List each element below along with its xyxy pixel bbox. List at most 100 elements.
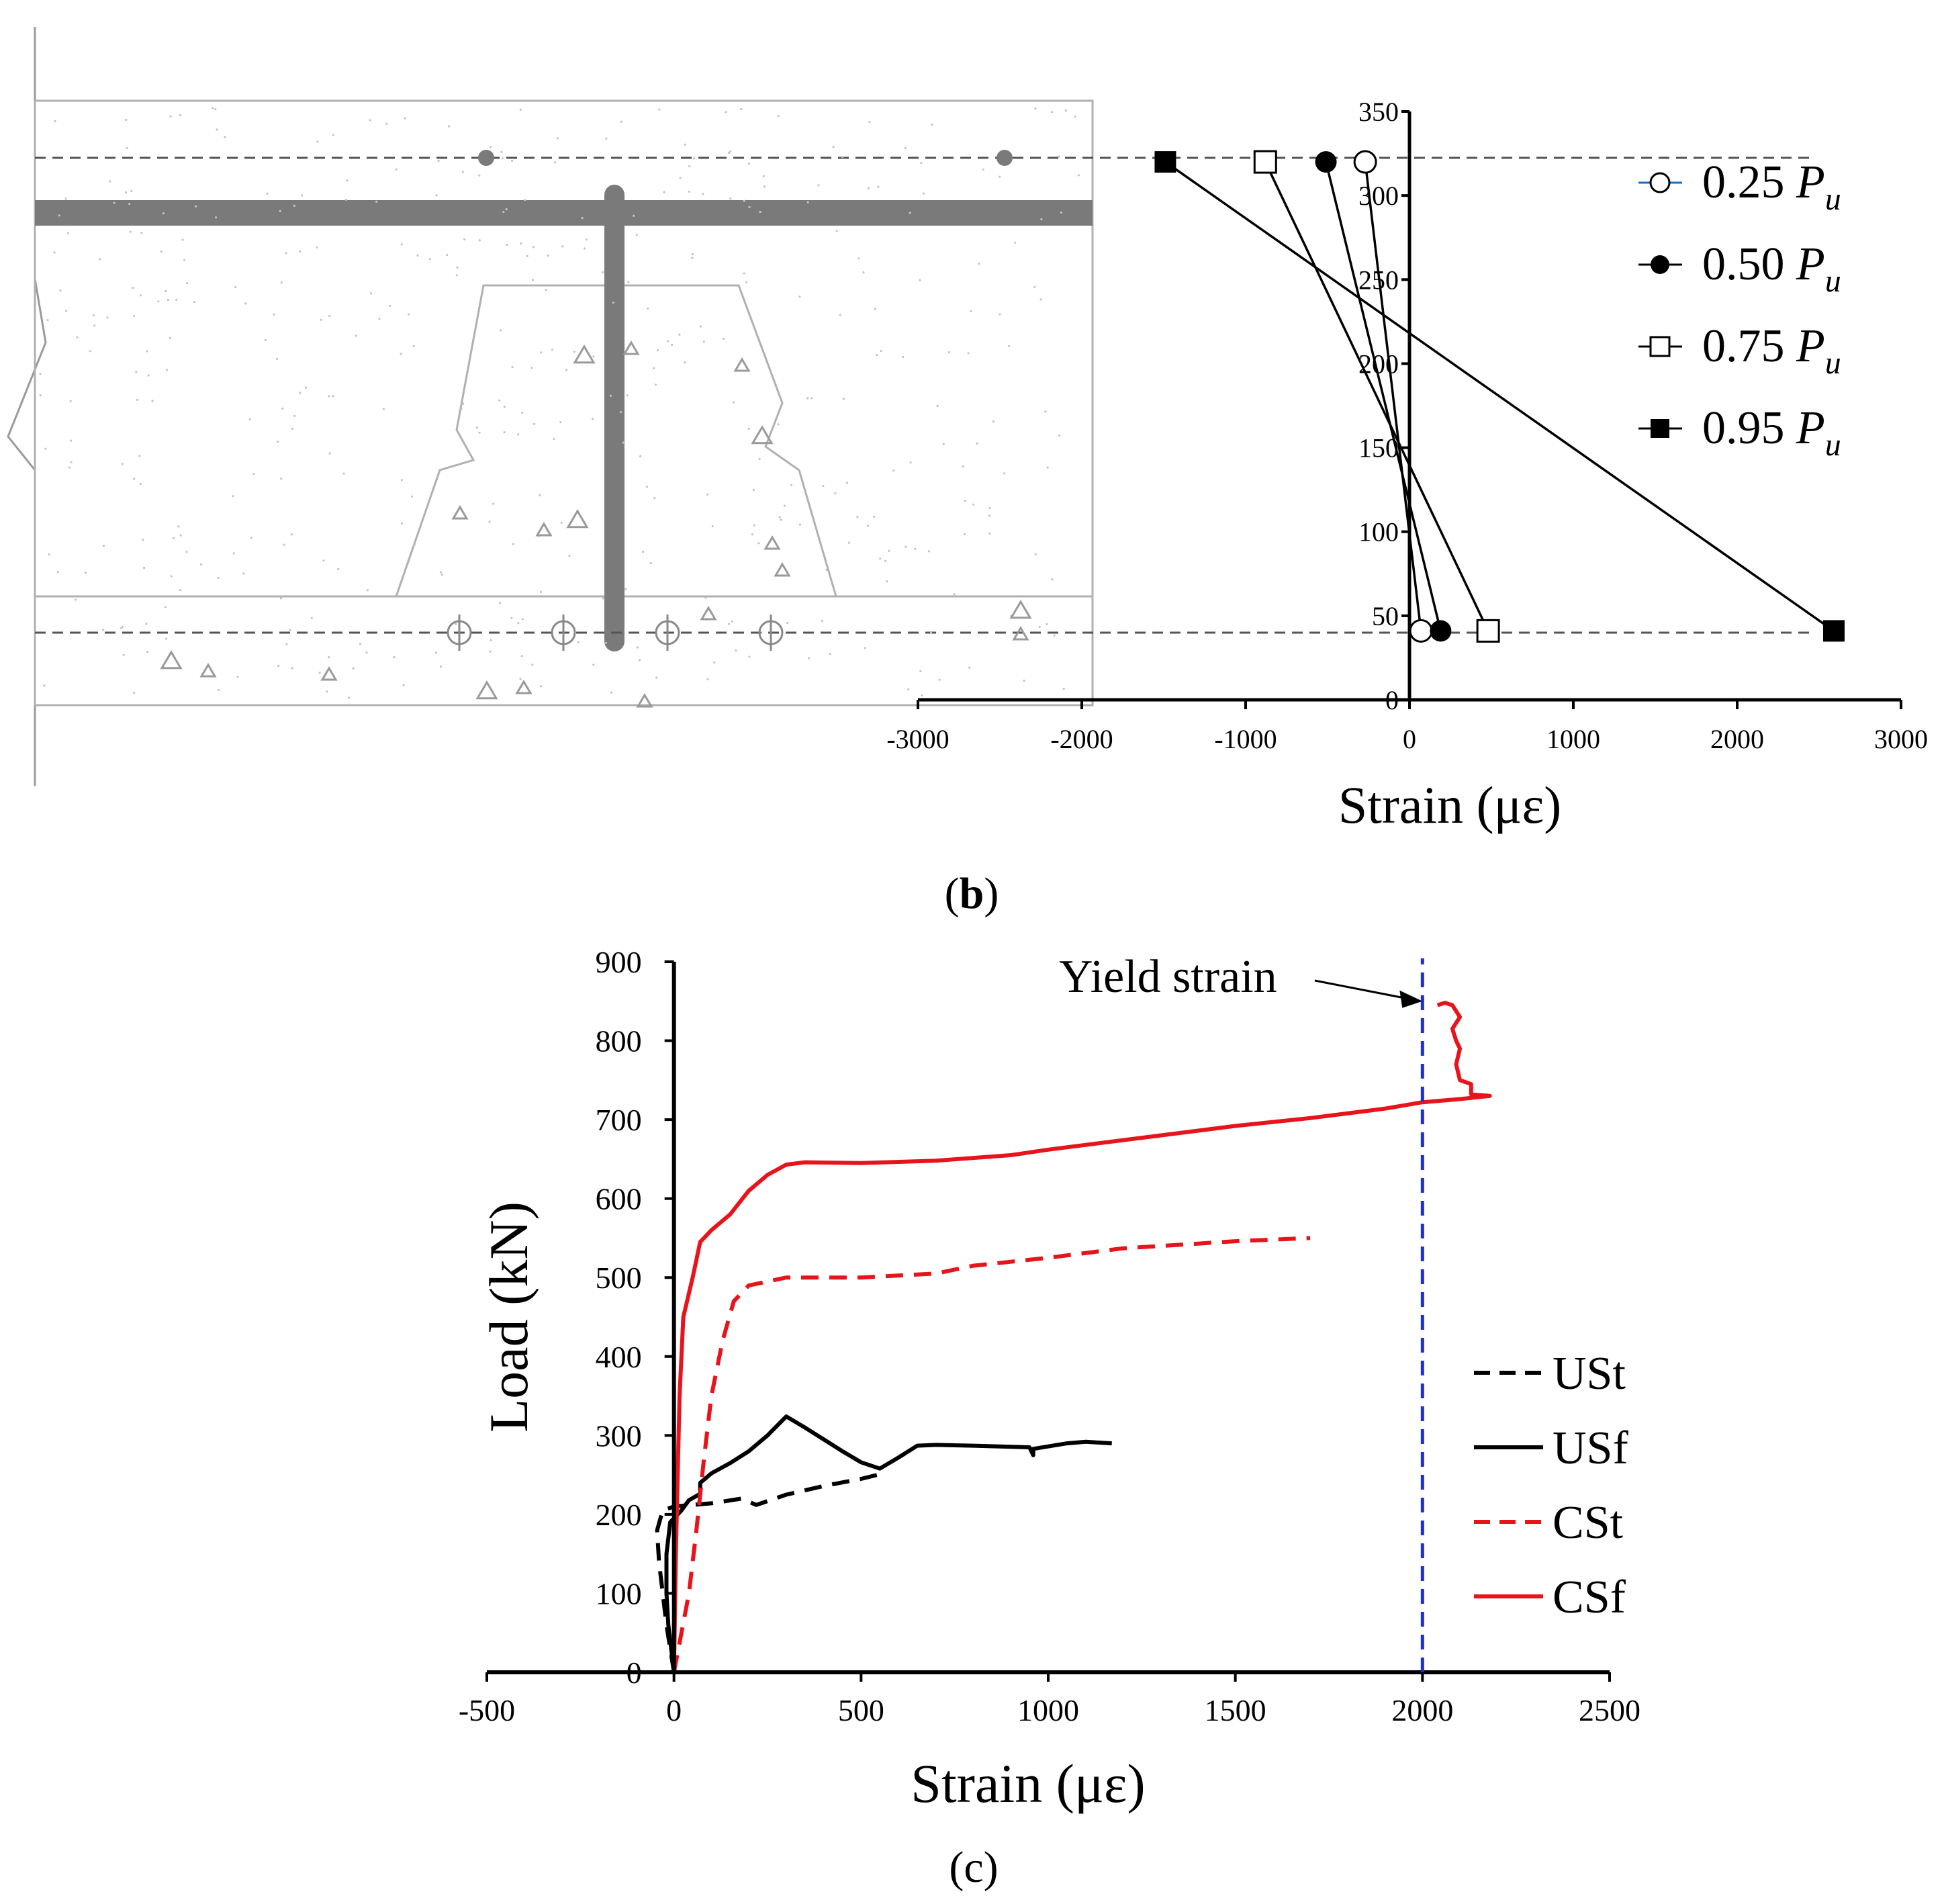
speckle — [511, 366, 514, 369]
speckle — [653, 497, 656, 500]
speckle — [936, 404, 939, 408]
legend-label: CSf — [1553, 1572, 1626, 1623]
speckle — [236, 676, 239, 678]
y-tick-label: 0 — [1385, 685, 1399, 715]
data-point — [1430, 620, 1452, 642]
y-tick-label: 400 — [596, 1340, 642, 1374]
speckle — [132, 314, 135, 317]
speckle — [290, 533, 293, 536]
speckle — [445, 254, 449, 257]
concrete-speckle — [39, 107, 1080, 699]
speckle — [649, 561, 652, 565]
x-tick-label: 2000 — [1710, 724, 1764, 754]
bottom-gauge-marker — [447, 615, 472, 651]
speckle — [842, 398, 845, 400]
top-gauge-point — [997, 150, 1013, 166]
speckle — [39, 372, 42, 375]
speckle — [120, 627, 122, 629]
speckle — [393, 656, 396, 659]
speckle — [777, 115, 780, 118]
speckle — [177, 525, 180, 528]
speckle — [500, 150, 503, 153]
aggregate-symbol — [535, 522, 553, 537]
speckle — [834, 492, 837, 495]
y-tick-label: 800 — [596, 1024, 642, 1058]
y-tick-label: 300 — [1358, 181, 1399, 211]
speckle — [46, 319, 49, 322]
speckle — [370, 292, 373, 295]
speckle — [244, 302, 247, 305]
speckle — [320, 318, 322, 321]
speckle — [136, 398, 139, 402]
speckle — [688, 165, 691, 168]
speckle — [172, 537, 175, 539]
speckle — [273, 313, 275, 316]
speckle — [1058, 155, 1060, 158]
speckle — [512, 543, 514, 545]
speckle — [218, 688, 220, 691]
speckle — [1060, 211, 1062, 214]
speckle — [146, 350, 148, 353]
speckle — [847, 541, 850, 544]
speckle — [880, 350, 882, 353]
speckle — [428, 258, 431, 261]
speckle — [299, 250, 302, 253]
speckle — [733, 401, 735, 404]
speckle — [678, 333, 681, 336]
speckle — [658, 108, 661, 111]
speckle — [280, 478, 283, 480]
speckle — [806, 397, 809, 400]
speckle — [856, 516, 859, 518]
speckle — [992, 420, 995, 423]
speckle — [645, 486, 649, 488]
speckle — [873, 515, 876, 518]
speckle — [604, 641, 607, 644]
speckle — [829, 653, 831, 655]
speckle — [252, 473, 255, 475]
speckle — [1014, 241, 1017, 244]
speckle — [691, 257, 694, 259]
aggregate-symbol — [475, 680, 498, 700]
speckle — [43, 684, 46, 687]
speckle — [909, 212, 911, 214]
speckle — [988, 532, 991, 535]
speckle — [647, 307, 649, 310]
speckle — [874, 308, 876, 310]
speckle — [922, 192, 925, 195]
speckle — [919, 670, 922, 673]
x-tick-label: 1500 — [1205, 1693, 1266, 1727]
legend-marker — [1649, 336, 1671, 357]
speckle — [519, 678, 522, 680]
speckle — [921, 694, 923, 696]
aggregate-symbol — [700, 606, 717, 621]
speckle — [242, 572, 245, 575]
speckle — [938, 678, 941, 681]
speckle — [517, 622, 520, 625]
speckle — [342, 472, 345, 475]
speckle — [299, 392, 302, 394]
speckle — [503, 431, 506, 434]
speckle — [753, 524, 755, 527]
speckle — [976, 442, 978, 445]
speckle — [998, 175, 1001, 178]
speckle — [460, 408, 463, 410]
speckle — [864, 647, 866, 649]
speckle — [145, 623, 148, 625]
speckle — [798, 296, 801, 298]
speckle — [748, 655, 751, 658]
speckle — [437, 160, 440, 163]
speckle — [439, 665, 443, 668]
speckle — [1077, 174, 1080, 177]
speckle — [573, 351, 576, 353]
speckle — [65, 310, 68, 312]
speckle — [285, 252, 287, 255]
speckle — [463, 238, 466, 240]
speckle — [728, 623, 731, 625]
speckle — [157, 300, 160, 303]
speckle — [886, 580, 888, 583]
speckle — [232, 495, 234, 498]
y-tick-label: 350 — [1358, 97, 1399, 127]
speckle — [526, 255, 528, 257]
speckle — [656, 349, 659, 352]
speckle — [532, 246, 535, 248]
